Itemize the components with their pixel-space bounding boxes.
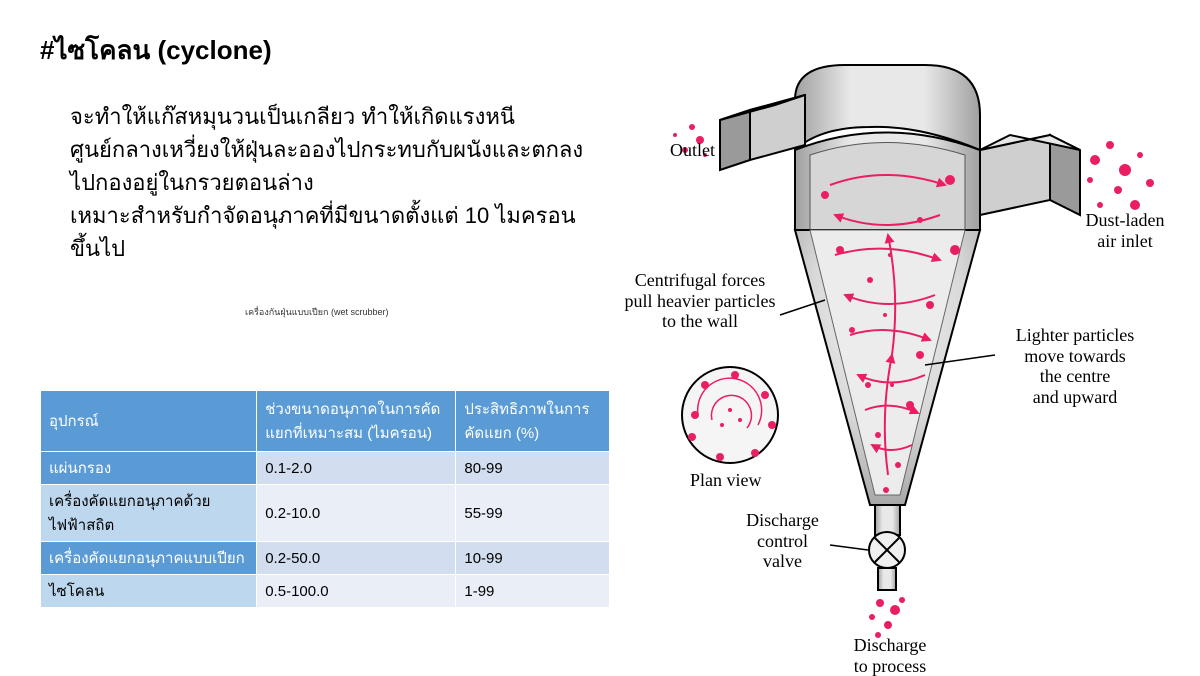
table-cell: 0.1-2.0 [257,452,456,485]
table-cell: แผ่นกรอง [41,452,257,485]
table-cell: 10-99 [456,542,610,575]
table-header: ช่วงขนาดอนุภาคในการคัดแยกที่เหมาะสม (ไมค… [257,391,456,452]
label-discharge: Dischargeto process [835,635,945,676]
plan-view [682,367,778,463]
table-cell: 1-99 [456,575,610,608]
description-text: จะทำให้แก๊สหมุนวนเป็นเกลียว ทำให้เกิดแรง… [70,100,590,265]
inlet-duct [980,135,1080,215]
table-cell: 0.5-100.0 [257,575,456,608]
cyclone-diagram: Outlet Dust-ladenair inlet Centrifugal f… [620,55,1180,665]
table-row: แผ่นกรอง0.1-2.080-99 [41,452,610,485]
outlet-duct [720,95,805,170]
table-cell: เครื่องคัดแยกอนุภาคแบบเปียก [41,542,257,575]
label-lighter: Lighter particlesmove towardsthe centrea… [1000,325,1150,408]
label-centrifugal: Centrifugal forcespull heavier particles… [610,270,790,332]
equipment-table: อุปกรณ์ช่วงขนาดอนุภาคในการคัดแยกที่เหมาะ… [40,390,610,608]
table-header: อุปกรณ์ [41,391,257,452]
table-header: ประสิทธิภาพในการคัดแยก (%) [456,391,610,452]
page-title: #ไซโคลน (cyclone) [40,30,272,71]
table-row: ไซโคลน0.5-100.01-99 [41,575,610,608]
table-cell: 55-99 [456,485,610,542]
table-cell: เครื่องคัดแยกอนุภาคด้วยไฟฟ้าสถิต [41,485,257,542]
label-valve: Dischargecontrolvalve [735,510,830,572]
table-cell: 0.2-10.0 [257,485,456,542]
table-cell: 0.2-50.0 [257,542,456,575]
table-cell: 80-99 [456,452,610,485]
table-row: เครื่องคัดแยกอนุภาคด้วยไฟฟ้าสถิต0.2-10.0… [41,485,610,542]
label-planview: Plan view [690,470,762,491]
table-cell: ไซโคลน [41,575,257,608]
table-row: เครื่องคัดแยกอนุภาคแบบเปียก0.2-50.010-99 [41,542,610,575]
sub-caption: เครื่องกันฝุ่นแบบเปียก (wet scrubber) [245,305,389,319]
label-dust-inlet: Dust-ladenair inlet [1075,210,1175,251]
label-outlet: Outlet [670,140,715,161]
